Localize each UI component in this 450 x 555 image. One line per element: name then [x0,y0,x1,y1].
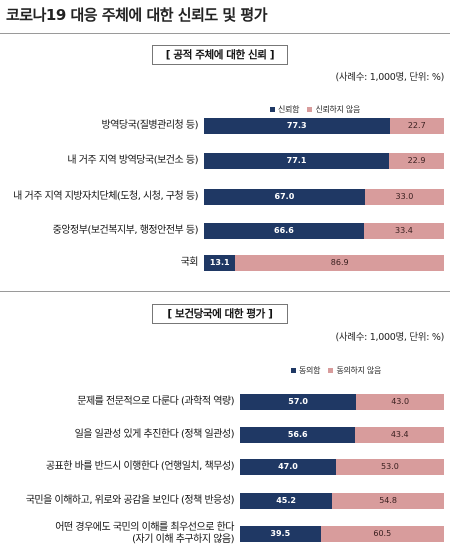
legend-swatch-negative [307,106,313,112]
section-title-trust: [ 공적 주체에 대한 신뢰 ] [152,45,288,65]
bar-segment-negative: 60.5 [320,526,444,542]
bar-segment-negative: 43.0 [356,394,444,410]
category-label-line: 내 거주 지역 지방자치단체(도청, 시청, 구청 등) [13,191,198,202]
category-label-line: 어떤 경우에도 국민의 이해를 최우선으로 한다 [55,522,234,533]
stacked-bar: 77.1 22.9 [204,153,444,169]
legend-label-positive: 동의함 [299,366,321,375]
stacked-bar: 57.0 43.0 [240,394,444,410]
data-label: 22.9 [407,156,426,165]
category-label: 어떤 경우에도 국민의 이해를 최우선으로 한다 (자기 이해 추구하지 않음) [55,522,234,546]
data-label: 33.0 [395,192,414,201]
legend-swatch-positive [270,106,275,112]
bar-segment-negative: 22.9 [389,153,444,169]
bar-segment-positive: 66.6 [204,223,364,239]
data-label: 60.5 [373,529,392,538]
data-label: 77.3 [286,121,307,130]
legend-item-positive: 동의함 [291,366,320,375]
stacked-bar: 56.6 43.4 [240,427,444,443]
category-label-line: (자기 이해 추구하지 않음) [132,534,234,545]
bar-segment-negative: 33.0 [364,189,444,205]
category-label: 방역당국(질병관리청 등) [101,120,199,132]
stacked-bar: 39.5 60.5 [240,526,444,542]
bar-segment-positive: 77.1 [204,153,390,169]
section-divider [0,33,450,34]
category-label: 내 거주 지역 방역당국(보건소 등) [67,155,198,167]
category-label: 내 거주 지역 지방자치단체(도청, 시청, 구청 등) [13,191,198,203]
category-label-line: 내 거주 지역 방역당국(보건소 등) [67,155,198,166]
bar-segment-positive: 45.2 [240,493,333,509]
category-label: 일을 일관성 있게 추진한다 (정책 일관성) [74,429,235,441]
category-label: 중앙정부(보건복지부, 행정안전부 등) [52,225,199,237]
legend-swatch-negative [328,367,334,373]
category-label-line: 중앙정부(보건복지부, 행정안전부 등) [52,225,199,236]
stacked-bar: 67.0 33.0 [204,189,444,205]
bar-segment-negative: 54.8 [332,493,444,509]
category-label: 국회 [180,257,199,269]
bar-segment-negative: 33.4 [363,223,444,239]
bar-segment-positive: 57.0 [240,394,357,410]
bar-segment-positive: 13.1 [204,255,236,271]
legend-eval: 동의함 동의하지 않음 [291,365,387,376]
bar-segment-negative: 43.4 [355,427,444,443]
category-label-line: 국회 [180,257,199,268]
data-label: 22.7 [407,121,426,130]
bar-segment-positive: 56.6 [240,427,356,443]
legend-swatch-positive [291,367,296,373]
category-label-line: 국민을 이해하고, 위로와 공감을 보인다 (정책 반응성) [25,495,235,506]
stacked-bar: 47.0 53.0 [240,459,444,475]
sample-note-trust: (사례수: 1,000명, 단위: %) [335,72,444,83]
bar-segment-negative: 53.0 [335,459,444,475]
category-label: 문제를 전문적으로 다룬다 (과학적 역량) [77,396,234,408]
legend-label-negative: 신뢰하지 않음 [315,105,361,114]
data-label: 33.4 [395,226,413,235]
bar-segment-positive: 67.0 [204,189,365,205]
legend-item-negative: 동의하지 않음 [328,366,381,375]
legend-item-negative: 신뢰하지 않음 [307,105,360,114]
stacked-bar: 66.6 33.4 [204,223,444,239]
data-label: 56.6 [287,430,308,439]
category-label-line: 방역당국(질병관리청 등) [101,120,199,131]
data-label: 13.1 [209,258,230,267]
data-label: 66.6 [274,226,294,235]
section-divider [0,291,450,292]
bar-segment-negative: 86.9 [235,255,444,271]
data-label: 43.0 [391,397,410,406]
stacked-bar: 77.3 22.7 [204,118,444,134]
legend-label-positive: 신뢰함 [278,105,300,114]
bar-segment-negative: 22.7 [389,118,444,134]
data-label: 43.4 [390,430,409,439]
category-label-line: 공표한 바를 반드시 이행한다 (언행일치, 책무성) [45,461,235,472]
data-label: 53.0 [381,462,399,471]
category-label-line: 일을 일관성 있게 추진한다 (정책 일관성) [74,429,235,440]
bar-segment-positive: 47.0 [240,459,336,475]
sample-note-eval: (사례수: 1,000명, 단위: %) [335,332,444,343]
bar-segment-positive: 77.3 [204,118,390,134]
data-label: 86.9 [330,258,349,267]
data-label: 67.0 [274,192,295,201]
stacked-bar: 13.1 86.9 [204,255,444,271]
legend-label-negative: 동의하지 않음 [336,366,382,375]
category-label-line: 문제를 전문적으로 다룬다 (과학적 역량) [77,396,234,407]
section-title-eval: [ 보건당국에 대한 평가 ] [152,304,288,324]
data-label: 47.0 [278,462,298,471]
data-label: 54.8 [379,496,397,505]
data-label: 45.2 [276,496,296,505]
legend-trust: 신뢰함 신뢰하지 않음 [270,104,366,115]
category-label: 국민을 이해하고, 위로와 공감을 보인다 (정책 반응성) [25,495,235,507]
data-label: 39.5 [270,529,291,538]
bar-segment-positive: 39.5 [240,526,321,542]
stacked-bar: 45.2 54.8 [240,493,444,509]
data-label: 57.0 [288,397,308,406]
category-label: 공표한 바를 반드시 이행한다 (언행일치, 책무성) [45,461,235,473]
page-title: 코로나19 대응 주체에 대한 신뢰도 및 평가 [6,6,268,24]
data-label: 77.1 [286,156,307,165]
legend-item-positive: 신뢰함 [270,105,299,114]
